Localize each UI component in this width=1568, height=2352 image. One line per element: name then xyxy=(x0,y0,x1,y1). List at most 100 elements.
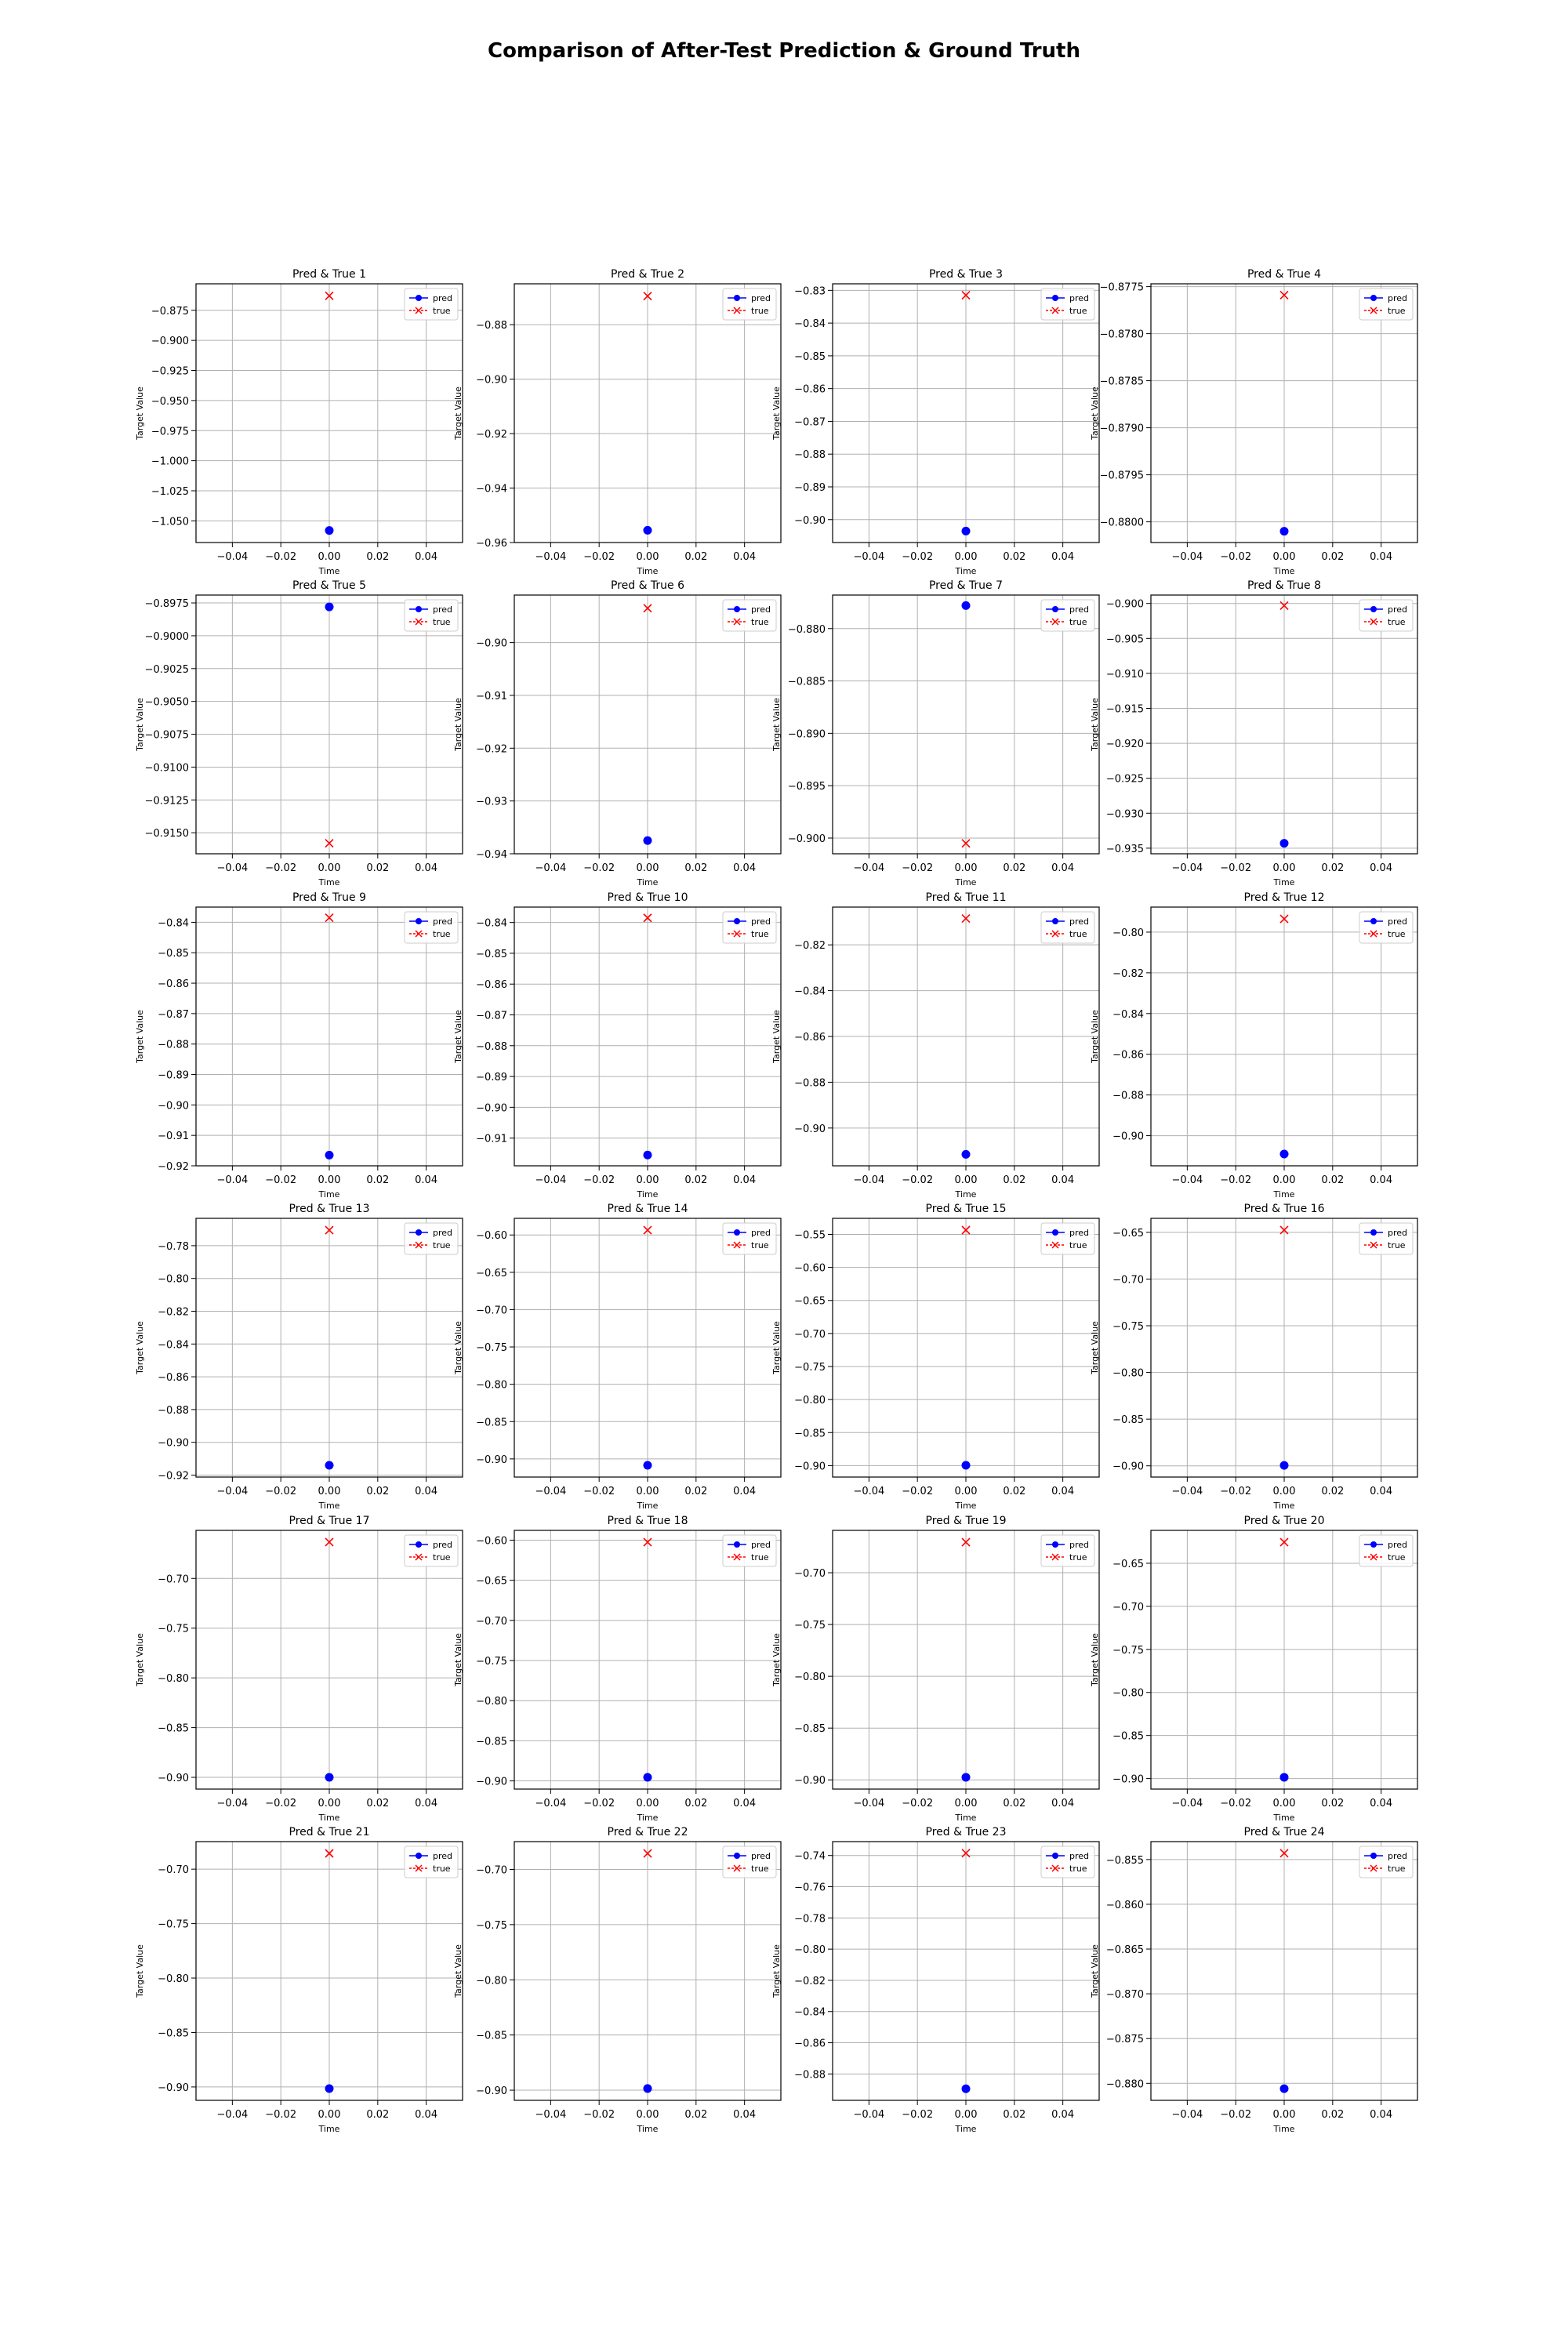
legend-true-label: true xyxy=(433,1552,451,1563)
legend-true-marker xyxy=(1051,1864,1059,1872)
legend-true-marker xyxy=(1051,1553,1059,1561)
pred-point xyxy=(325,602,334,612)
true-point-stroke xyxy=(1279,1225,1289,1235)
x-tick-label: 0.02 xyxy=(1321,1486,1344,1497)
legend-true-marker xyxy=(1051,1241,1059,1249)
x-tick-label: −0.04 xyxy=(853,1798,884,1809)
pred-point xyxy=(961,601,971,610)
legend-pred-marker xyxy=(1370,1853,1377,1859)
axes-frame xyxy=(1150,283,1418,543)
legend-pred-label: pred xyxy=(1069,1851,1089,1861)
x-tick-label: −0.02 xyxy=(265,862,296,874)
legend-true-marker xyxy=(415,307,423,314)
y-tick-label: −0.70 xyxy=(476,1616,507,1628)
x-tick-label: −0.02 xyxy=(265,1798,296,1809)
legend-true-label: true xyxy=(1388,306,1406,316)
x-tick-label: 0.04 xyxy=(1370,1486,1392,1497)
true-point xyxy=(325,839,334,848)
y-tick-label: −0.88 xyxy=(794,449,826,461)
axes-frame xyxy=(195,906,463,1167)
x-tick-label: 0.00 xyxy=(955,1798,978,1809)
subplot-11: −0.04 −0.02 0.00 0.02 0.04 −0.90 −0.88 −0.86 −0.… xyxy=(771,891,1100,1200)
x-tick-label: 0.00 xyxy=(955,1174,978,1186)
true-point xyxy=(643,1225,652,1235)
y-tick-label: −0.875 xyxy=(151,306,189,318)
true-point-stroke xyxy=(643,1225,652,1235)
legend-true-label: true xyxy=(1388,929,1406,939)
y-tick-label: −0.80 xyxy=(476,1975,507,1987)
y-tick-label: −0.900 xyxy=(151,336,189,347)
x-axis-label: Time xyxy=(637,1501,659,1511)
x-tick-label: 0.00 xyxy=(1273,862,1296,874)
subplot-8: −0.04 −0.02 0.00 0.02 0.04 −0.935 −0.930 −0.925… xyxy=(1090,579,1418,887)
legend: pred true xyxy=(722,599,777,632)
legend: pred true xyxy=(722,1534,777,1567)
subplot-title: Pred & True 11 xyxy=(926,891,1007,904)
x-tick-label: 0.04 xyxy=(1051,1486,1074,1497)
x-tick-label: −0.04 xyxy=(535,2109,566,2121)
x-tick-label: 0.00 xyxy=(1273,1798,1296,1809)
y-tick-label: −0.9025 xyxy=(145,664,189,676)
x-tick-label: −0.04 xyxy=(1171,1798,1203,1809)
legend-true-marker xyxy=(733,1553,741,1561)
y-tick-label: −0.84 xyxy=(158,917,189,929)
subplot-title: Pred & True 8 xyxy=(1247,579,1321,592)
true-point-stroke xyxy=(961,1537,971,1547)
true-point-stroke xyxy=(961,291,971,300)
y-tick-label: −0.865 xyxy=(1106,1944,1144,1956)
x-tick-label: −0.04 xyxy=(216,862,248,874)
legend-true-marker xyxy=(1051,930,1059,938)
legend-pred-marker xyxy=(734,606,740,612)
y-tick-label: −0.85 xyxy=(476,2031,507,2042)
legend-true-marker xyxy=(733,307,741,314)
y-tick-label: −0.89 xyxy=(794,482,826,494)
y-tick-label: −0.895 xyxy=(788,781,826,793)
true-point xyxy=(643,1537,652,1547)
y-tick-label: −1.050 xyxy=(151,516,189,528)
axes-frame xyxy=(832,1218,1100,1478)
pred-point xyxy=(1279,1773,1289,1782)
subplot-title: Pred & True 21 xyxy=(289,1826,370,1838)
legend-pred-label: pred xyxy=(433,604,452,615)
true-point xyxy=(643,292,652,301)
x-tick-label: −0.02 xyxy=(583,551,615,563)
true-point-stroke xyxy=(643,1537,652,1547)
y-tick-label: −0.86 xyxy=(158,1372,189,1384)
pred-point xyxy=(961,2084,971,2093)
subplot-5: −0.04 −0.02 0.00 0.02 0.04 −0.9150 −0.9125 −0.9… xyxy=(135,579,463,887)
y-tick-label: −0.90 xyxy=(476,1454,507,1466)
x-tick-label: 0.00 xyxy=(637,862,659,874)
true-point-stroke xyxy=(325,839,334,848)
true-point xyxy=(643,913,652,923)
pred-point xyxy=(643,1150,652,1160)
y-axis-label: Target Value xyxy=(771,1633,782,1687)
legend-pred-label: pred xyxy=(433,1540,452,1550)
y-tick-label: −0.8795 xyxy=(1100,470,1144,482)
legend-true-marker xyxy=(733,1864,741,1872)
y-tick-label: −0.85 xyxy=(476,1736,507,1748)
axes-frame xyxy=(514,594,782,855)
x-axis-label: Time xyxy=(318,877,340,887)
subplot-3: −0.04 −0.02 0.00 0.02 0.04 −0.90 −0.89 −0.88 −0.… xyxy=(771,268,1100,576)
legend-pred-marker xyxy=(416,1541,422,1548)
x-tick-label: 0.02 xyxy=(1321,2109,1344,2121)
legend-pred-marker xyxy=(1052,918,1058,924)
x-tick-label: −0.04 xyxy=(216,551,248,563)
y-tick-label: −0.92 xyxy=(476,429,507,441)
y-tick-label: −0.84 xyxy=(1112,1009,1144,1021)
subplot-22: −0.04 −0.02 0.00 0.02 0.04 −0.90 −0.85 −0.80 −0.… xyxy=(453,1826,782,2134)
legend: pred true xyxy=(1359,1534,1414,1567)
x-axis-label: Time xyxy=(955,1501,977,1511)
y-tick-label: −0.90 xyxy=(158,1773,189,1784)
x-tick-label: 0.00 xyxy=(637,1174,659,1186)
legend-true-marker xyxy=(415,1864,423,1872)
true-point-stroke xyxy=(325,291,334,300)
legend-pred-label: pred xyxy=(751,916,771,927)
y-tick-label: −0.80 xyxy=(1112,1368,1144,1380)
legend-true-label: true xyxy=(1069,1864,1087,1874)
true-point-stroke xyxy=(1279,1537,1289,1547)
x-tick-label: 0.04 xyxy=(415,1486,437,1497)
legend-true-label: true xyxy=(1069,306,1087,316)
axes-frame xyxy=(1150,1218,1418,1478)
legend-true-marker xyxy=(415,1553,423,1561)
